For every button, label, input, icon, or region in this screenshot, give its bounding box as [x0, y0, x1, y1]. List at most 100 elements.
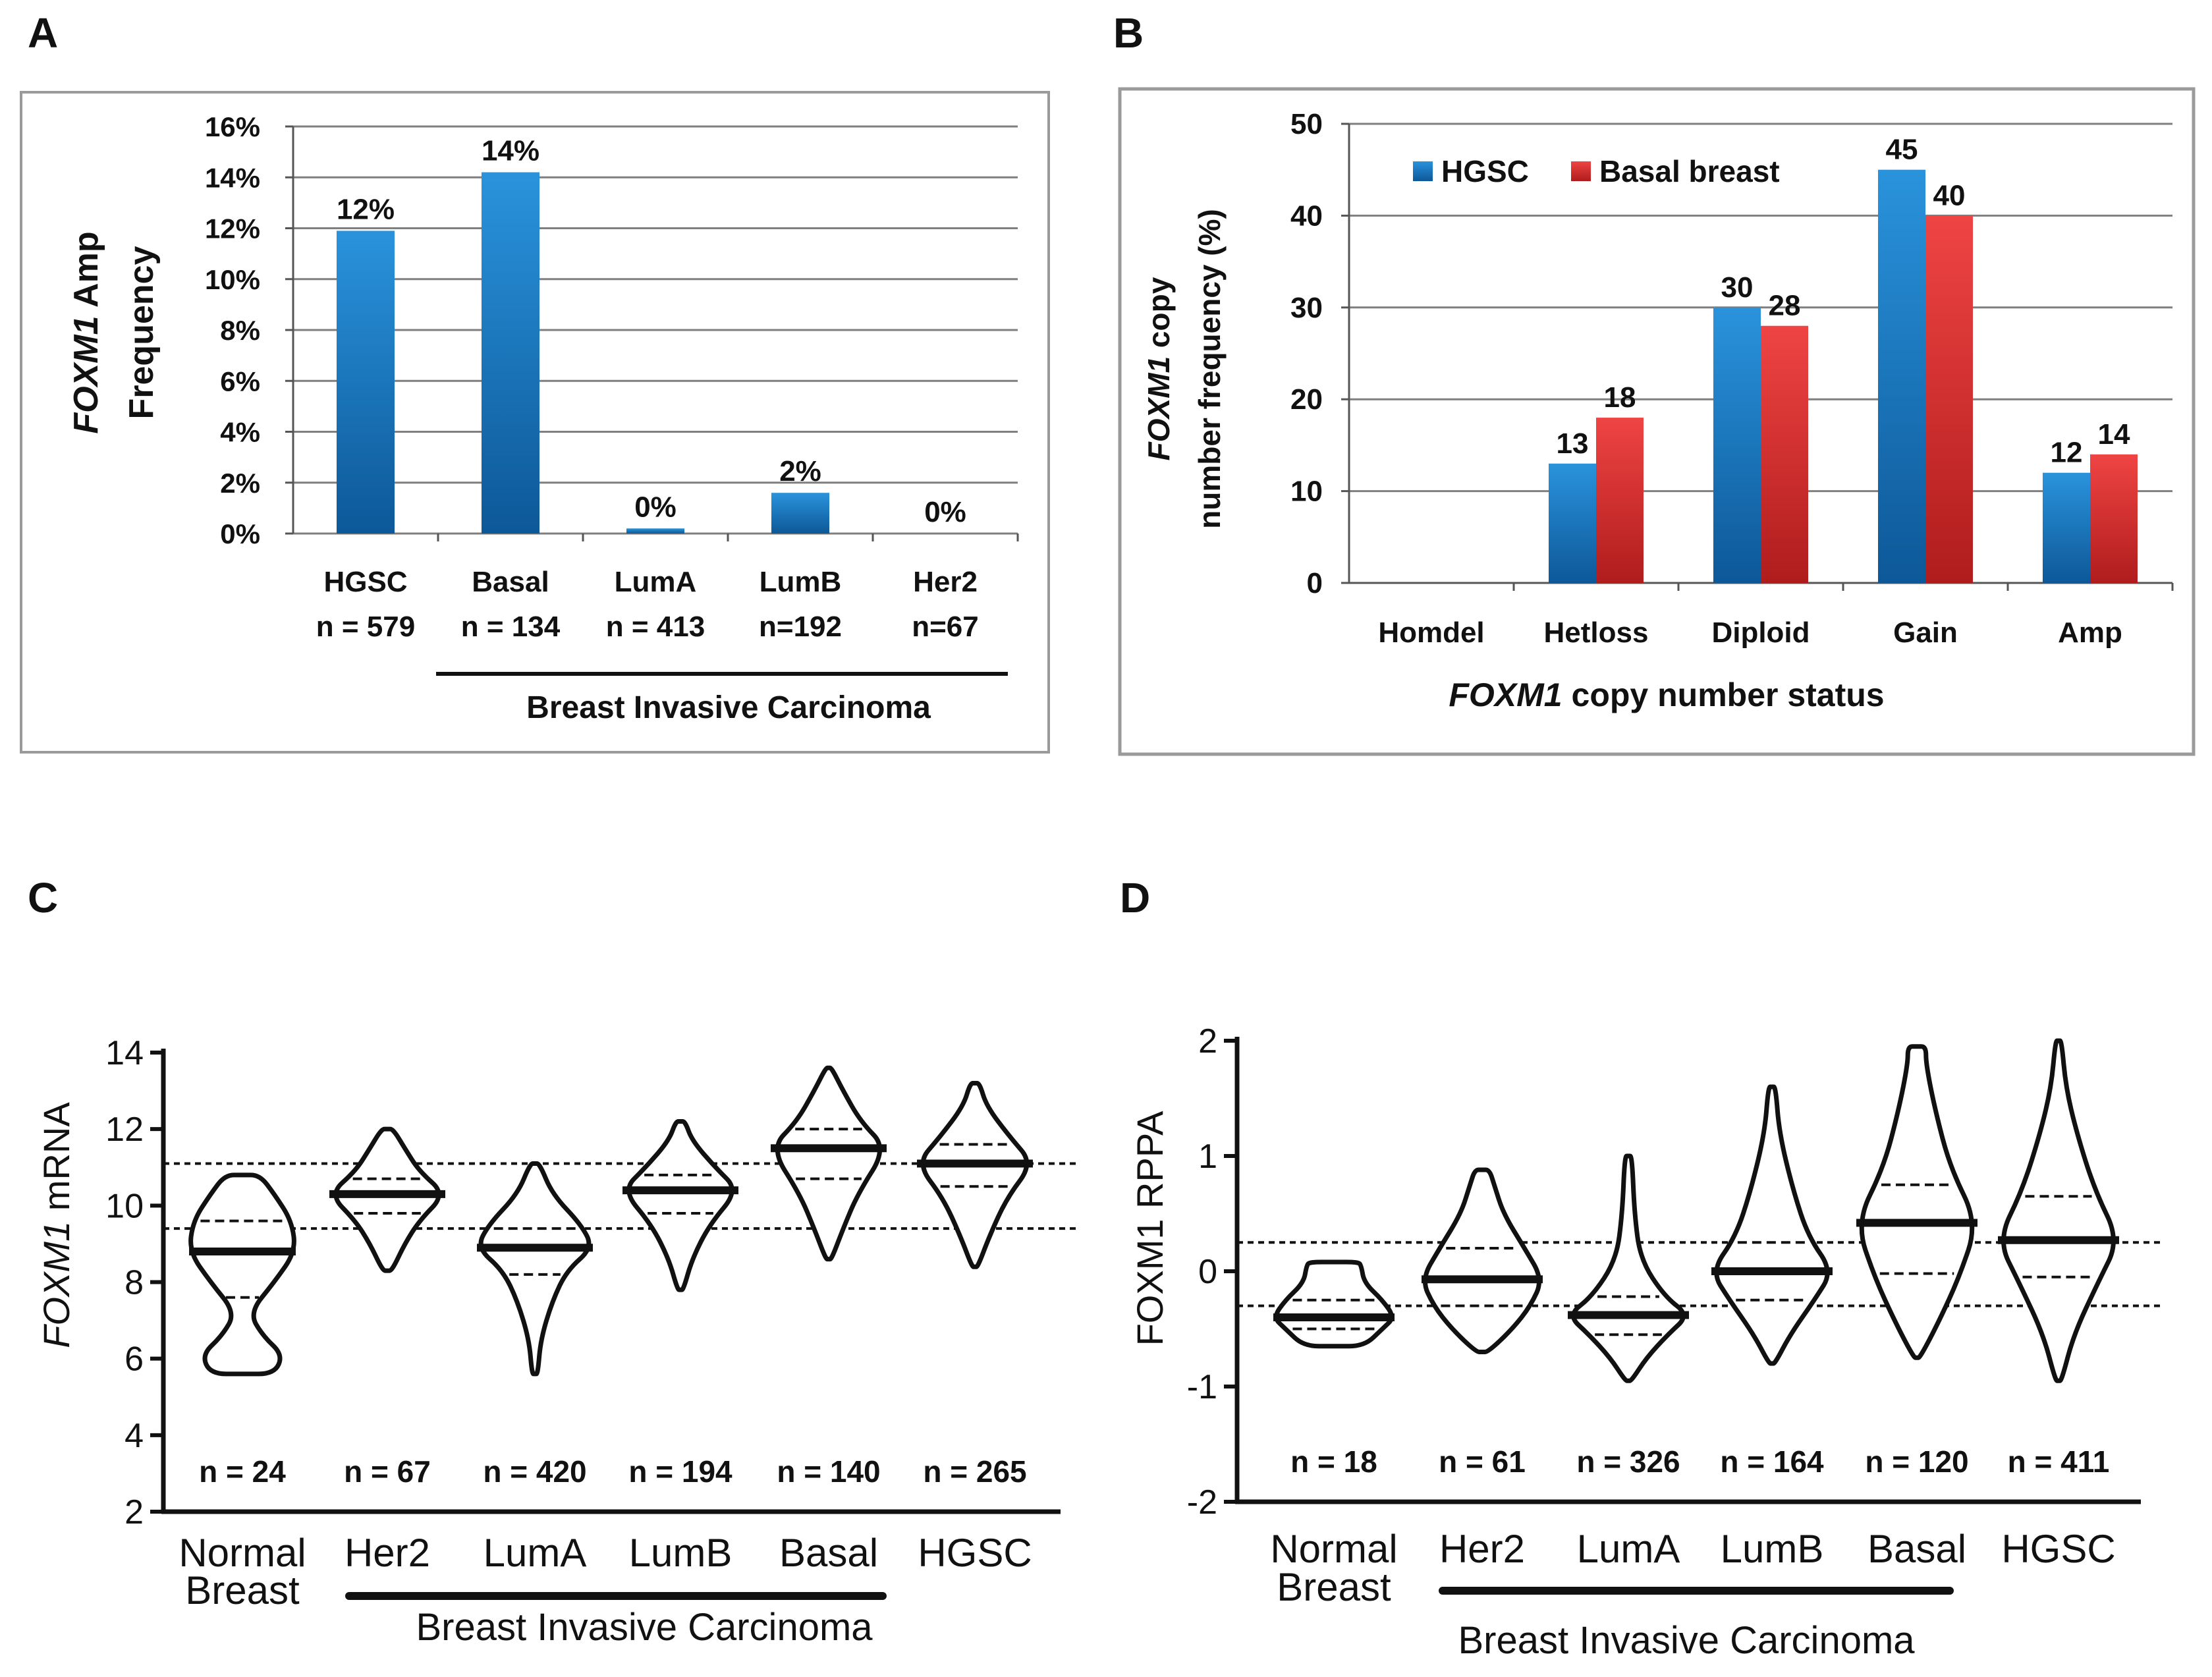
panel-b-data-label: 28 — [1769, 290, 1801, 322]
panel-a-ytick-label: 2% — [220, 468, 260, 499]
panel-a-category-label: Basal — [472, 566, 549, 598]
panel-c-violin-lumb — [626, 1119, 734, 1292]
panel-d-ytick-label: -2 — [1187, 1483, 1217, 1522]
panel-c-ytick-label: 14 — [105, 1034, 144, 1072]
panel-b-data-label: 30 — [1721, 271, 1754, 304]
panel-b-ylabel-line2: number frequency (%) — [1192, 209, 1227, 529]
panel-c-n-label: n = 194 — [628, 1454, 733, 1489]
panel-b-bar-basal-diploid — [1761, 325, 1808, 583]
panel-b-ytick-label: 40 — [1290, 200, 1323, 232]
panel-a-n-label: n=192 — [759, 611, 842, 643]
panel-a-bar-basal — [482, 172, 539, 534]
panel-d-ytick-label: 1 — [1198, 1138, 1217, 1176]
panel-c-category-label: LumB — [629, 1531, 733, 1575]
panel-d-violin-her2 — [1423, 1167, 1541, 1354]
panel-b-ytick-label: 20 — [1290, 383, 1323, 416]
panel-b-ytick-label: 30 — [1290, 292, 1323, 324]
panel-c-ytick-label: 2 — [124, 1493, 144, 1531]
panel-a-n-label: n=67 — [912, 611, 979, 643]
panel-d-group-label: Breast Invasive Carcinoma — [1458, 1619, 1915, 1662]
panel-c-category-label: Normal — [179, 1531, 306, 1575]
panel-d-category-label: Normal — [1270, 1527, 1397, 1571]
panel-c-violin-basal — [775, 1065, 883, 1262]
panel-b-ylabel-italic: FOXM1 — [1142, 356, 1176, 460]
panel-b-data-label: 18 — [1604, 381, 1636, 414]
panel-a-n-label: n = 413 — [606, 611, 705, 643]
panel-d-n-label: n = 18 — [1290, 1444, 1377, 1479]
panel-a-category-labels: HGSC n = 579 Basal n = 134 LumA n = 413 LumB n=… — [316, 534, 1019, 643]
panel-d-violin-normal — [1274, 1259, 1394, 1349]
panel-b-ytick-label: 0 — [1307, 567, 1323, 599]
panel-b-ytick-labels: 0 10 20 30 40 50 — [1290, 108, 1323, 599]
panel-a-ylabel-italic: FOXM1 — [67, 316, 105, 433]
panel-b-bar-hgsc-amp — [2043, 472, 2090, 583]
panel-d-ytick-label: -1 — [1187, 1368, 1217, 1406]
panel-label-a: A — [28, 9, 58, 57]
panel-d-category-label: LumB — [1721, 1527, 1824, 1571]
panel-d-category-label: Basal — [1867, 1527, 1966, 1571]
panel-label-c: C — [28, 874, 58, 921]
panel-c-n-label: n = 420 — [483, 1454, 586, 1489]
panel-a-bar-luma — [626, 528, 684, 534]
panel-a-n-label: n = 579 — [316, 611, 415, 643]
panel-c-category-label: Basal — [779, 1531, 878, 1575]
panel-a-ytick-label: 14% — [205, 162, 260, 193]
panel-d-n-label: n = 120 — [1865, 1444, 1968, 1479]
panel-a-category-label: LumB — [760, 566, 842, 598]
panel-a-data-label: 2% — [779, 455, 821, 487]
panel-b-bar-basal-gain — [1925, 215, 1973, 583]
panel-a-ylabel-line2: Frequency — [123, 246, 161, 419]
panel-a-ylabel-rest: Amp — [67, 231, 105, 316]
panel-b-category-labels: Homdel Hetloss Diploid Gain Amp — [1378, 583, 2174, 649]
panel-b-frame — [1118, 87, 2196, 756]
panel-b-ylabel-line1: FOXM1 copy — [1142, 277, 1176, 460]
panel-a-ytick-label: 16% — [205, 111, 260, 142]
panel-d-violin-luma — [1571, 1153, 1686, 1383]
panel-b-data-label: 40 — [1933, 179, 1966, 211]
panel-a-n-label: n = 134 — [461, 611, 561, 643]
panel-d-ytick-label: 0 — [1198, 1253, 1217, 1291]
panel-b-bar-basal-hetloss — [1596, 418, 1644, 583]
panel-d-n-label: n = 164 — [1720, 1444, 1824, 1479]
panel-c-n-label: n = 265 — [923, 1454, 1026, 1489]
panel-a-category-label: Her2 — [913, 566, 978, 598]
panel-b: 0 10 20 30 40 50 13 18 30 28 45 40 12 14 Homdel Hetlo… — [1118, 87, 2196, 756]
panel-b-bar-hgsc-hetloss — [1549, 463, 1596, 583]
panel-a-group-label: Breast Invasive Carcinoma — [526, 690, 931, 725]
panel-a-gridlines — [285, 125, 1018, 535]
panel-d-violin-lumb — [1714, 1084, 1830, 1366]
panel-d-category-label: HGSC — [2001, 1527, 2115, 1571]
panel-a-ytick-label: 10% — [205, 264, 260, 295]
panel-b-ylabel-rest: copy — [1142, 277, 1176, 356]
panel-d-ylabel: FOXM1 RPPA — [1129, 1111, 1171, 1346]
panel-c-category-label-line2: Breast — [185, 1568, 300, 1612]
panel-c-group-label: Breast Invasive Carcinoma — [416, 1606, 873, 1649]
panel-c-ylabel-rest: mRNA — [36, 1102, 77, 1221]
panel-a-data-label: 0% — [924, 496, 966, 528]
panel-c-violin-luma — [478, 1161, 592, 1377]
panel-c-ylabel: FOXM1 mRNA — [36, 1102, 77, 1348]
panel-b-ytick-label: 50 — [1290, 108, 1323, 140]
panel-c-ytick-label: 8 — [124, 1264, 144, 1302]
panel-a-category-label: HGSC — [323, 566, 407, 598]
panel-c-violin-normal — [188, 1172, 296, 1377]
panel-a-ytick-label: 0% — [220, 518, 260, 549]
panel-c-ytick-label: 4 — [124, 1417, 144, 1455]
panel-c-ytick-label: 12 — [105, 1111, 144, 1149]
panel-a-ytick-label: 4% — [220, 417, 260, 448]
panel-d-ytick-label: 2 — [1198, 1022, 1217, 1060]
panel-a-ytick-labels: 0% 2% 4% 6% 8% 10% 12% 14% 16% — [205, 111, 260, 549]
panel-d-category-label-line2: Breast — [1277, 1565, 1391, 1609]
panel-a-ytick-label: 6% — [220, 366, 260, 397]
legend-swatch-hgsc — [1413, 161, 1433, 181]
panel-b-category-label: Amp — [2058, 617, 2122, 649]
panel-c-n-label: n = 67 — [344, 1454, 431, 1489]
panel-d-category-label: LumA — [1577, 1527, 1680, 1571]
panel-b-data-label: 14 — [2098, 418, 2130, 451]
panel-b-xlabel-rest: copy number status — [1562, 676, 1885, 713]
panel-b-bar-hgsc-diploid — [1713, 307, 1761, 583]
panel-d-violin-hgsc — [2001, 1038, 2116, 1383]
panel-c-ytick-label: 6 — [124, 1340, 144, 1379]
